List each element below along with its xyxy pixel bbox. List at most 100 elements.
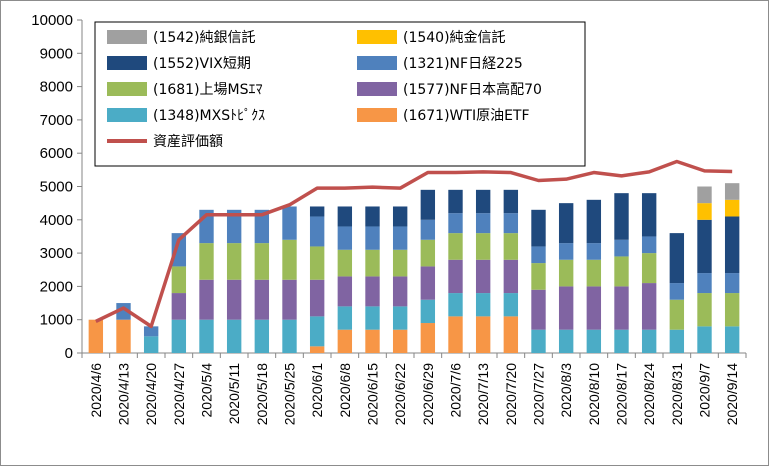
x-tick-label: 2020/8/10 [586, 363, 602, 425]
x-tick-labels: 2020/4/6 2020/4/13 2020/4/20 2020/4/27 2020/… [88, 363, 740, 426]
legend-swatch [357, 82, 397, 96]
bar-segment [531, 329, 546, 353]
bar-segment [337, 276, 353, 307]
legend-label: (1671)WTI原油ETF [403, 108, 530, 124]
bar-segment [226, 319, 242, 353]
bar-segment [475, 233, 491, 260]
bar-segment [503, 213, 519, 234]
bar-segment [724, 183, 740, 200]
bar-segment [309, 316, 325, 347]
bar-segment [282, 206, 297, 240]
x-tick-label: 2020/6/15 [365, 363, 381, 425]
bar-segment [420, 189, 436, 220]
x-tick-label: 2020/4/20 [143, 363, 159, 425]
x-tick-label: 2020/7/20 [503, 363, 519, 425]
bar-segment [724, 199, 740, 217]
x-tick-label: 2020/8/3 [558, 363, 574, 418]
bar-segment [226, 243, 242, 280]
x-tick-label: 2020/8/24 [641, 363, 657, 425]
bar-segment [475, 259, 491, 294]
bar-segment [586, 259, 602, 287]
bar-segment [171, 266, 187, 294]
bar-segment [641, 329, 657, 353]
legend-label: 資産評価額 [153, 134, 223, 150]
legend-label: (1348)MXSﾄﾋﾟｸｽ [153, 108, 265, 124]
legend-label: (1321)NF日経225 [403, 56, 523, 72]
legend-label: (1540)純金信託 [403, 30, 506, 46]
bar-segment [337, 249, 353, 277]
bar-segment [392, 226, 408, 250]
legend-swatch [357, 30, 397, 44]
y-tick-label: 7000 [40, 112, 73, 129]
bar-segment [531, 263, 546, 290]
bar-segment [226, 209, 242, 244]
bar-segment [199, 279, 214, 320]
bar-segment [226, 279, 242, 320]
bar-segment [503, 259, 519, 294]
bar-segment [392, 206, 408, 227]
bar-segment [143, 336, 159, 353]
bar-segment [558, 203, 574, 244]
bar-segment [503, 233, 519, 260]
bar-segment [254, 209, 270, 244]
x-tick-label: 2020/4/13 [116, 363, 132, 425]
bar-segment [88, 319, 104, 353]
x-tick-label: 2020/8/17 [614, 363, 630, 425]
x-tick-label: 2020/5/4 [199, 363, 215, 418]
bar-segment [392, 306, 408, 330]
bar-segment [199, 319, 214, 353]
bar-segment [558, 259, 574, 287]
bar-segment [420, 299, 436, 324]
bar-segment [448, 316, 463, 353]
bar-segment [420, 323, 436, 353]
x-tick-label: 2020/9/14 [724, 363, 740, 425]
bar-segment [116, 303, 131, 320]
bar-segment [337, 226, 353, 250]
legend-swatch [107, 30, 147, 44]
bar-segment [724, 293, 740, 327]
x-tick-label: 2020/6/1 [309, 363, 325, 418]
y-tick-label: 0 [65, 345, 73, 362]
y-tick-label: 4000 [40, 212, 73, 229]
legend-box [94, 21, 586, 167]
bar-segment [724, 326, 740, 353]
y-tick-label: 2000 [40, 278, 73, 295]
bar-segment [309, 216, 325, 247]
bar-segment [503, 189, 519, 214]
bar-segment [365, 329, 380, 353]
bar-segment [697, 326, 712, 353]
bar-segment [199, 243, 214, 280]
x-tick-label: 2020/5/25 [282, 363, 298, 425]
bar-segment [614, 286, 629, 330]
bar-segment [392, 249, 408, 277]
bar-segment [337, 206, 353, 227]
bars [88, 183, 740, 353]
bar-segment [586, 243, 602, 260]
bar-segment [475, 316, 491, 353]
legend-swatch [107, 82, 147, 96]
y-tick-label: 8000 [40, 79, 73, 96]
bar-segment [392, 329, 408, 353]
x-tick-label: 2020/8/31 [669, 363, 685, 425]
legend-label: (1552)VIX短期 [153, 56, 251, 72]
bar-segment [531, 209, 546, 247]
bar-segment [392, 276, 408, 307]
bar-segment [669, 283, 685, 300]
bar-segment [337, 329, 353, 353]
bar-segment [309, 206, 325, 217]
x-tick-label: 2020/6/22 [392, 363, 408, 425]
x-tick-label: 2020/7/27 [531, 363, 547, 425]
bar-segment [614, 239, 629, 257]
bar-segment [586, 329, 602, 353]
bar-segment [365, 226, 380, 250]
x-tick-label: 2020/5/18 [254, 363, 270, 425]
bar-segment [641, 283, 657, 330]
x-tick-label: 2020/7/6 [448, 363, 464, 418]
bar-segment [420, 219, 436, 240]
x-tick-label: 2020/9/7 [697, 363, 713, 418]
bar-segment [448, 293, 463, 317]
legend-label: (1577)NF日本高配70 [403, 81, 542, 98]
bar-segment [309, 246, 325, 280]
bar-segment [697, 186, 712, 204]
bar-segment [254, 279, 270, 320]
